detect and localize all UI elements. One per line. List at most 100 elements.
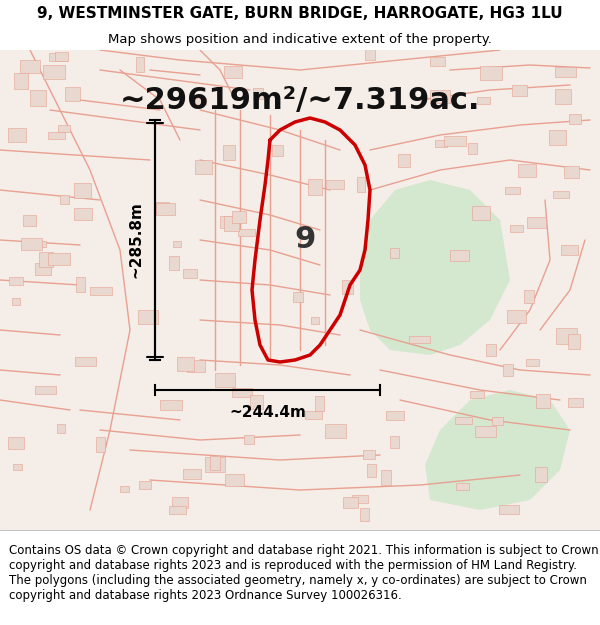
Bar <box>535 467 547 482</box>
Bar <box>176 357 194 371</box>
Bar <box>172 497 188 508</box>
Bar <box>499 505 518 514</box>
Bar <box>183 469 201 479</box>
Bar <box>569 114 581 124</box>
Bar <box>173 241 181 248</box>
Bar <box>272 145 283 156</box>
Bar <box>398 154 410 167</box>
Bar <box>456 483 469 490</box>
Bar <box>223 145 235 160</box>
Bar <box>232 388 252 398</box>
Bar <box>390 248 399 258</box>
Bar <box>224 66 242 78</box>
Bar <box>492 418 503 425</box>
Bar <box>224 216 239 231</box>
Bar <box>510 226 523 232</box>
Bar <box>30 90 46 106</box>
Bar <box>58 124 70 132</box>
Bar <box>192 98 206 104</box>
Text: ~244.4m: ~244.4m <box>229 405 306 420</box>
Bar <box>215 373 235 387</box>
Bar <box>486 344 496 356</box>
Bar <box>450 250 469 261</box>
Bar <box>524 290 533 303</box>
Bar <box>475 426 496 438</box>
Bar <box>238 229 255 236</box>
Bar <box>512 85 527 96</box>
Bar <box>365 49 375 59</box>
Bar <box>363 450 375 459</box>
Bar <box>568 334 580 349</box>
Text: ~285.8m: ~285.8m <box>128 201 143 279</box>
Polygon shape <box>360 180 510 355</box>
Bar <box>556 329 577 344</box>
Bar <box>253 88 263 99</box>
Bar <box>57 424 65 433</box>
Bar <box>8 129 26 142</box>
Bar <box>225 474 244 486</box>
Bar <box>356 176 365 192</box>
Bar <box>60 195 69 204</box>
Bar <box>35 386 56 394</box>
Bar <box>47 132 65 139</box>
Bar <box>481 66 502 80</box>
Bar <box>169 506 186 514</box>
Bar <box>507 310 526 323</box>
Bar <box>76 277 85 292</box>
Bar <box>468 143 478 154</box>
Bar <box>23 215 36 226</box>
Bar <box>11 298 20 305</box>
Bar <box>430 89 450 103</box>
Bar <box>326 181 344 189</box>
Bar <box>478 97 490 104</box>
Bar <box>20 238 41 249</box>
Bar <box>74 208 92 220</box>
Bar <box>210 456 220 470</box>
Bar <box>75 357 97 366</box>
Bar <box>13 464 22 471</box>
Text: 9, WESTMINSTER GATE, BURN BRIDGE, HARROGATE, HG3 1LU: 9, WESTMINSTER GATE, BURN BRIDGE, HARROG… <box>37 6 563 21</box>
Bar <box>43 65 65 79</box>
Bar <box>250 395 263 409</box>
Bar <box>380 471 391 486</box>
Bar <box>554 89 571 104</box>
Bar <box>435 139 447 148</box>
Bar <box>9 277 23 285</box>
Bar <box>561 245 578 256</box>
Bar <box>311 317 319 324</box>
Bar <box>48 254 70 265</box>
Bar <box>553 191 569 198</box>
Bar <box>183 269 197 278</box>
Bar <box>555 67 576 77</box>
Bar <box>90 286 112 295</box>
Bar <box>532 218 544 227</box>
Bar <box>14 73 28 89</box>
Bar <box>315 396 324 411</box>
Bar <box>563 166 580 178</box>
Bar <box>29 241 46 248</box>
Bar <box>49 53 67 61</box>
Bar <box>38 252 53 267</box>
Bar <box>325 424 346 438</box>
Bar <box>157 202 169 214</box>
Bar <box>119 486 129 492</box>
Bar <box>232 211 247 222</box>
Bar <box>305 411 322 419</box>
Polygon shape <box>425 390 570 510</box>
Bar <box>455 417 472 424</box>
Bar <box>220 216 237 228</box>
Bar <box>74 182 91 198</box>
Bar <box>8 436 23 449</box>
Bar <box>568 398 583 407</box>
Text: 9: 9 <box>295 226 316 254</box>
Bar <box>293 292 303 302</box>
Bar <box>391 436 400 448</box>
Text: ~29619m²/~7.319ac.: ~29619m²/~7.319ac. <box>120 86 480 114</box>
Bar <box>139 309 158 324</box>
Bar <box>444 136 466 146</box>
Bar <box>503 364 513 376</box>
Bar <box>196 159 212 174</box>
Bar <box>35 263 51 275</box>
Bar <box>136 57 144 72</box>
Bar <box>536 394 550 408</box>
